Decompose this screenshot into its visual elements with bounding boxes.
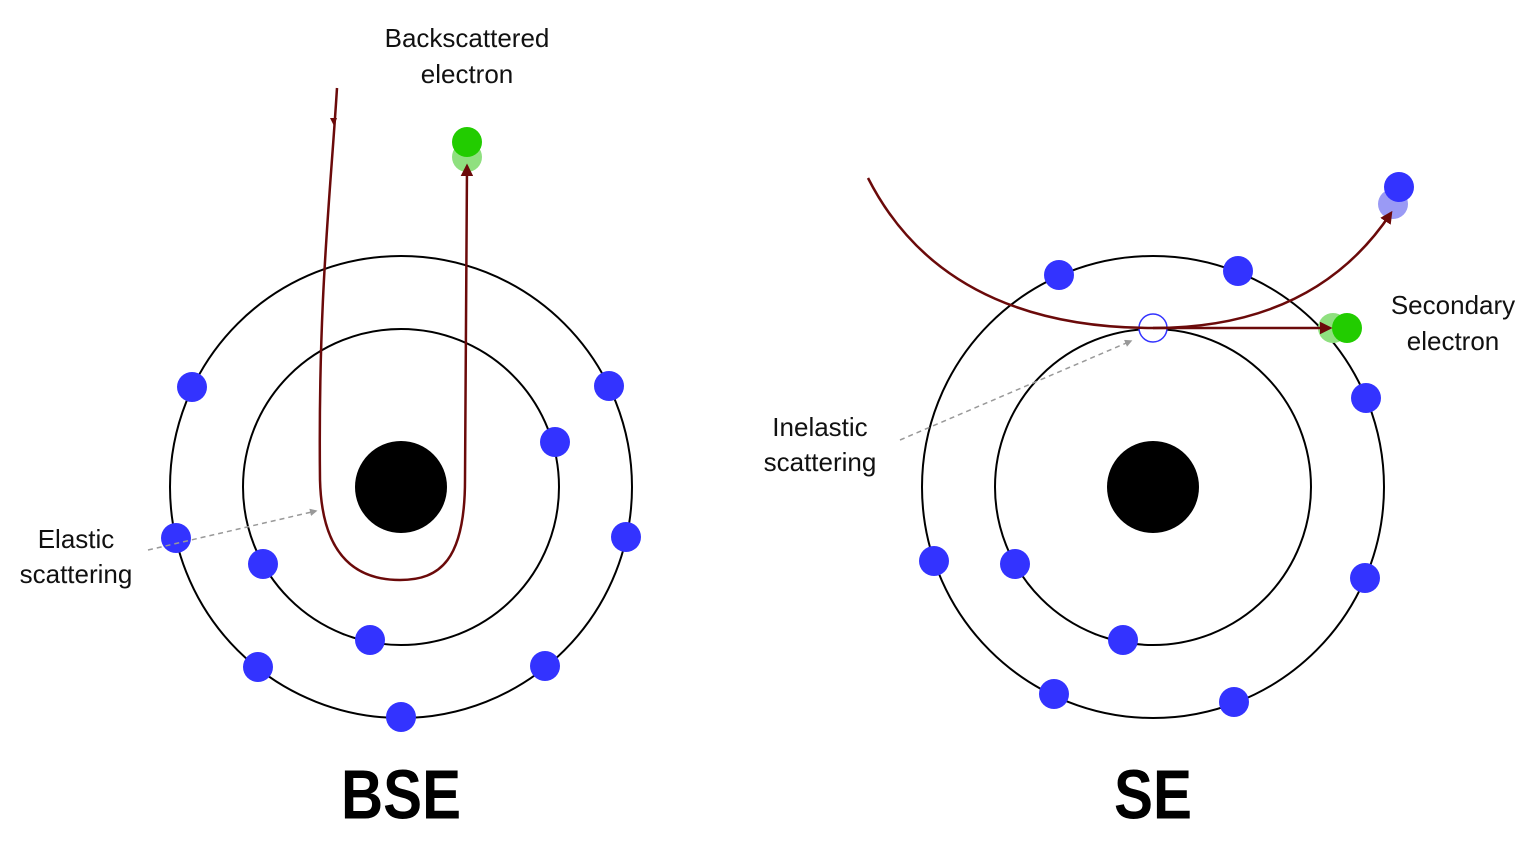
panel-title: SE <box>1114 755 1192 833</box>
annotation: electron <box>421 59 514 89</box>
electron-path <box>318 87 474 582</box>
electron <box>1108 625 1138 655</box>
electron <box>243 652 273 682</box>
panel-title: BSE <box>341 755 461 833</box>
electron <box>1219 687 1249 717</box>
pointer-arrow <box>899 339 1133 441</box>
electron-path <box>866 177 1393 330</box>
electron <box>248 549 278 579</box>
electron <box>611 522 641 552</box>
path-arrow <box>330 118 337 126</box>
annotation: Elastic <box>38 524 115 554</box>
electron <box>594 371 624 401</box>
electrons <box>161 371 641 732</box>
pointer-arrow <box>147 508 318 551</box>
electron <box>355 625 385 655</box>
electron <box>1044 260 1074 290</box>
electron <box>530 651 560 681</box>
outer-shell <box>921 255 1385 719</box>
electrons <box>919 256 1381 717</box>
electron <box>919 546 949 576</box>
electron <box>1350 563 1380 593</box>
secondary-electron <box>1332 313 1362 343</box>
electron <box>1223 256 1253 286</box>
electron <box>386 702 416 732</box>
annotation: Inelastic <box>772 412 867 442</box>
electron <box>1000 549 1030 579</box>
annotation: electron <box>1407 326 1500 356</box>
backscattered-electron <box>452 127 482 157</box>
inner-shell <box>242 328 560 646</box>
nucleus <box>355 441 447 533</box>
nucleus <box>1107 441 1199 533</box>
bse-atom <box>147 87 641 732</box>
annotation: Backscattered <box>385 23 550 53</box>
annotation: scattering <box>764 447 877 477</box>
electron <box>161 523 191 553</box>
se-atom <box>866 172 1414 719</box>
electron <box>540 427 570 457</box>
electron <box>1039 679 1069 709</box>
electron <box>177 372 207 402</box>
annotation: scattering <box>20 559 133 589</box>
scattered-electron <box>1384 172 1414 202</box>
electron <box>1351 383 1381 413</box>
annotation: Secondary <box>1391 290 1515 320</box>
